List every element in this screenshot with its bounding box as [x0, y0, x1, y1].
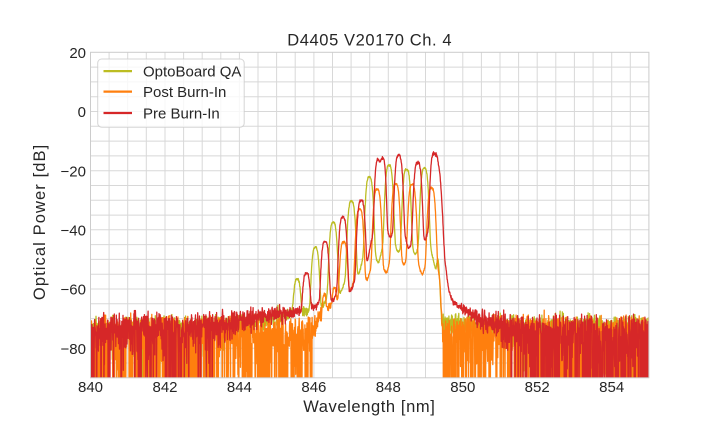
svg-text:−40: −40	[61, 222, 86, 239]
svg-text:Pre Burn-In: Pre Burn-In	[143, 106, 220, 123]
svg-text:846: 846	[301, 379, 326, 396]
svg-text:852: 852	[525, 379, 550, 396]
svg-text:850: 850	[450, 379, 475, 396]
svg-text:848: 848	[376, 379, 401, 396]
svg-text:Post Burn-In: Post Burn-In	[143, 84, 226, 101]
svg-text:0: 0	[78, 104, 86, 121]
svg-text:−60: −60	[61, 282, 86, 299]
svg-text:842: 842	[152, 379, 177, 396]
svg-text:D4405 V20170 Ch. 4: D4405 V20170 Ch. 4	[287, 32, 452, 50]
svg-text:−20: −20	[61, 163, 86, 180]
svg-text:−80: −80	[61, 341, 86, 358]
svg-text:Wavelength [nm]: Wavelength [nm]	[303, 398, 435, 416]
svg-text:840: 840	[78, 379, 103, 396]
svg-text:854: 854	[599, 379, 624, 396]
svg-text:Optical Power [dB]: Optical Power [dB]	[31, 144, 49, 300]
svg-text:OptoBoard QA: OptoBoard QA	[143, 64, 241, 81]
svg-text:844: 844	[227, 379, 252, 396]
svg-text:20: 20	[69, 45, 86, 62]
